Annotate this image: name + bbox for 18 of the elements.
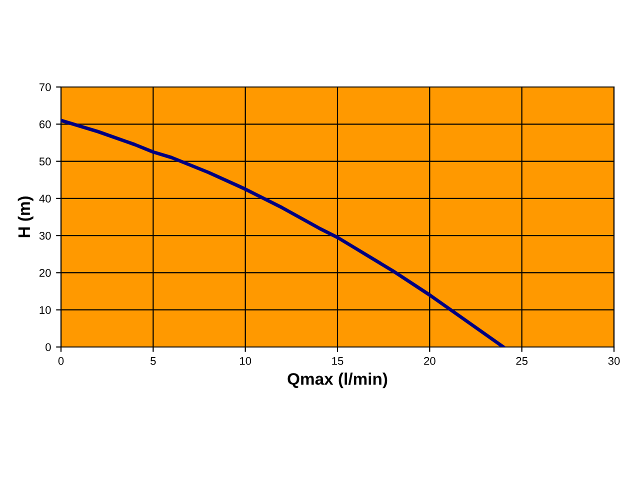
y-tick-label: 10 — [40, 306, 51, 314]
x-tick-label: 10 — [240, 357, 252, 365]
x-tick-label: 20 — [424, 357, 436, 365]
y-tick-label: 40 — [39, 194, 51, 203]
x-tick-label: 30 — [608, 357, 620, 365]
x-tick-label: 15 — [332, 357, 344, 365]
y-tick-label: 70 — [39, 83, 51, 92]
x-tick-label: 5 — [150, 357, 156, 365]
x-tick-label: 25 — [516, 357, 528, 365]
x-tick-label: 0 — [58, 357, 64, 365]
line-series — [61, 118, 506, 347]
y-tick-label: 50 — [39, 158, 51, 166]
y-tick-label: 30 — [39, 232, 51, 240]
x-axis-title: Qmax (l/min) — [288, 372, 388, 388]
y-tick-label: 60 — [39, 120, 51, 128]
y-axis-title: H (m) — [18, 196, 34, 238]
y-tick-label: 20 — [39, 268, 51, 277]
y-tick-label: 0 — [46, 343, 51, 352]
